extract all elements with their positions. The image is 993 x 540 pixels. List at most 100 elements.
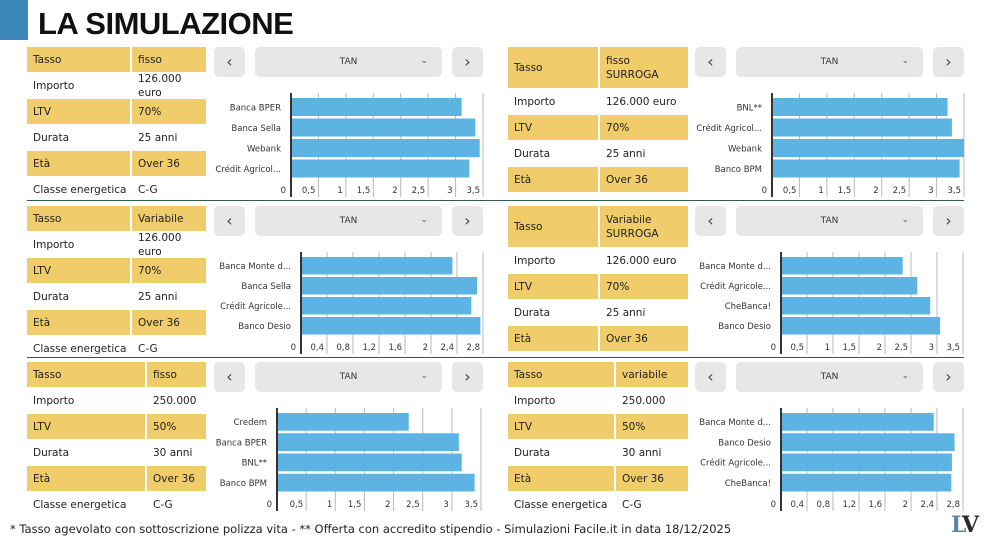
logo-letter-v: V (961, 512, 979, 538)
category-label: BNL** (737, 103, 762, 113)
metric-select[interactable]: TAN ⌄ (255, 206, 442, 236)
param-row: LTV 50% (27, 414, 206, 440)
bar-chart: Banca Monte d... Banco Desio Crédit Agrico… (691, 408, 967, 513)
metric-select[interactable]: TAN ⌄ (255, 47, 442, 77)
category-label: Crédit Agricole... (700, 281, 771, 292)
param-key: LTV (27, 258, 130, 283)
next-button[interactable]: › (933, 206, 964, 236)
tick-label: 3,5 (464, 500, 478, 510)
param-value: Variabile (130, 206, 206, 231)
param-row: Importo 126.000 euro (508, 89, 688, 115)
param-row: Tasso Variabile SURROGA (508, 206, 688, 248)
param-value: 25 anni (598, 300, 688, 325)
bar (781, 297, 931, 315)
tick-label: 2,5 (412, 186, 426, 196)
category-label: Crédit Agricole... (220, 301, 291, 312)
metric-select[interactable]: TAN ⌄ (255, 362, 442, 392)
param-value: Over 36 (598, 326, 688, 351)
category-label: Banca BPER (216, 438, 267, 448)
param-row: Età Over 36 (27, 151, 206, 177)
bar-chart-svg: Banca Monte d... Banco Desio Crédit Agrico… (699, 408, 964, 511)
bar (772, 159, 960, 178)
param-key: Classe energetica (33, 498, 127, 511)
param-key: Importo (514, 254, 556, 267)
tick-label: 2 (385, 500, 390, 510)
tick-label: 0,8 (336, 343, 350, 353)
category-label: Banco Desio (238, 322, 291, 332)
chevron-down-icon: ⌄ (420, 371, 428, 381)
category-label: Banco BPM (715, 165, 762, 175)
bar (781, 277, 918, 295)
param-key: Importo (33, 394, 75, 407)
tick-label: 1 (337, 186, 342, 196)
next-button[interactable]: › (933, 47, 964, 77)
param-row: Importo 126.000 euro (27, 232, 206, 258)
param-value: 70% (130, 99, 206, 124)
tick-label: 0,5 (790, 343, 804, 353)
param-key: Tasso (508, 362, 614, 387)
tick-label: 0,4 (790, 500, 804, 510)
prev-button[interactable]: ‹ (214, 206, 245, 236)
prev-button[interactable]: ‹ (695, 362, 726, 392)
bar-chart: BNL** Crédit Agricol... Webank Banco BPM 0 0,… (682, 93, 968, 199)
bar (772, 139, 964, 157)
tick-label: 2 (423, 343, 428, 353)
param-row: Età Over 36 (508, 326, 688, 352)
tick-label: 1 (825, 343, 830, 353)
tick-label: 1,5 (838, 186, 852, 196)
param-row: Classe energetica C-G (27, 336, 206, 362)
next-button[interactable]: › (452, 47, 483, 77)
bar (301, 257, 453, 275)
tick-label: 3 (928, 186, 933, 196)
param-row: Classe energetica C-G (27, 177, 206, 203)
bar-chart: Banca Monte d... Banca Sella Crédit Agrico… (211, 252, 487, 356)
tick-label: 0,4 (310, 343, 324, 353)
tick-label: 0 (291, 343, 296, 353)
param-key: Classe energetica (33, 183, 127, 196)
prev-button[interactable]: ‹ (695, 206, 726, 236)
tick-label: 2 (877, 343, 882, 353)
bar (772, 98, 948, 116)
bar (781, 453, 952, 472)
bar (772, 118, 952, 137)
param-key: Tasso (27, 47, 130, 72)
tick-label: 0,5 (290, 500, 304, 510)
metric-select[interactable]: TAN ⌄ (736, 362, 923, 392)
tick-label: 0,8 (816, 500, 830, 510)
next-button[interactable]: › (452, 362, 483, 392)
category-label: BNL** (242, 459, 267, 469)
tick-label: 1,2 (362, 343, 376, 353)
param-key: Età (508, 466, 614, 491)
param-value: 30 anni (145, 440, 206, 465)
next-button[interactable]: › (452, 206, 483, 236)
tick-label: 1,6 (868, 500, 882, 510)
prev-button[interactable]: ‹ (214, 362, 245, 392)
param-key: Durata (514, 446, 551, 459)
section-divider (27, 200, 964, 201)
param-value: 25 anni (598, 141, 688, 166)
category-label: Banca Monte d... (699, 262, 771, 272)
metric-select[interactable]: TAN ⌄ (736, 206, 923, 236)
param-key: Durata (514, 147, 551, 160)
param-row: Tasso fisso SURROGA (508, 47, 688, 89)
param-key: Età (27, 310, 130, 335)
prev-button[interactable]: ‹ (695, 47, 726, 77)
tick-label: 0 (281, 186, 286, 196)
param-value: 70% (598, 274, 688, 299)
param-value: 250.000 (145, 388, 206, 413)
chevron-down-icon: ⌄ (901, 56, 909, 66)
param-key: Durata (33, 290, 70, 303)
category-label: Crédit Agricole... (700, 458, 771, 469)
tick-label: 3 (929, 343, 934, 353)
param-row: Tasso variabile (508, 362, 688, 388)
chevron-left-icon: ‹ (707, 211, 714, 230)
tick-label: 1,5 (357, 186, 371, 196)
next-button[interactable]: › (933, 362, 964, 392)
metric-select[interactable]: TAN ⌄ (736, 47, 923, 77)
param-row: Durata 25 anni (508, 300, 688, 326)
logo-letter-l: L (951, 512, 964, 538)
prev-button[interactable]: ‹ (214, 47, 245, 77)
param-value: 126.000 euro (130, 232, 206, 258)
param-value: 70% (598, 115, 688, 140)
category-label: Banco Desio (718, 322, 771, 332)
